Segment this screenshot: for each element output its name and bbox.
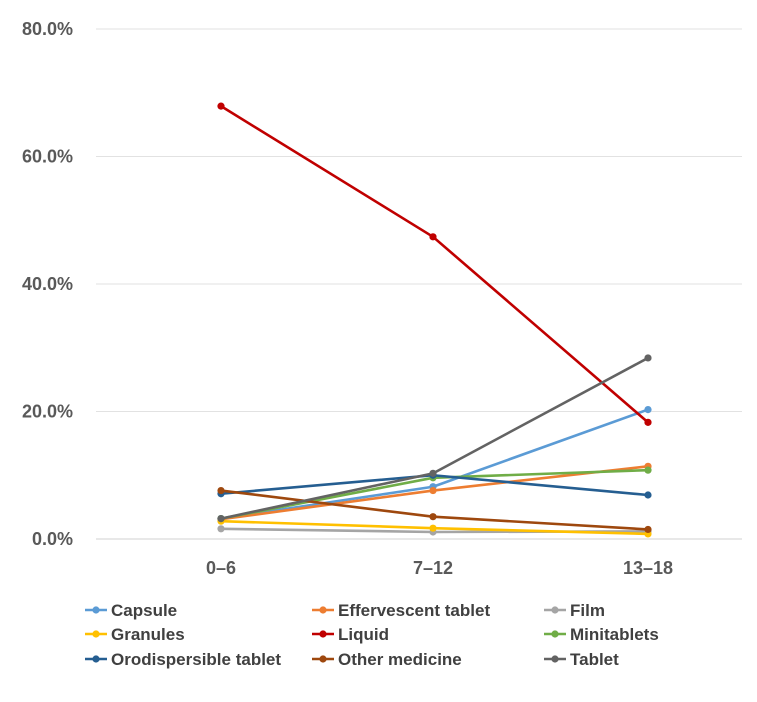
- legend-swatch-marker: [92, 655, 100, 663]
- y-tick-label: 20.0%: [22, 402, 73, 422]
- legend-swatch-marker: [319, 630, 327, 638]
- legend-swatch-marker: [551, 655, 559, 663]
- legend-item: Film: [544, 601, 605, 620]
- legend-label: Minitablets: [570, 625, 659, 644]
- data-point: [429, 486, 437, 495]
- data-point: [644, 418, 652, 426]
- series-liquid: [217, 102, 652, 426]
- legend-swatch-marker: [319, 655, 327, 663]
- data-point: [217, 102, 225, 110]
- data-point: [429, 233, 437, 241]
- legend-item: Tablet: [544, 650, 619, 669]
- series-line: [219, 408, 650, 520]
- legend-item: Minitablets: [544, 625, 659, 644]
- legend-item: Granules: [85, 625, 185, 644]
- data-point: [217, 486, 225, 495]
- y-tick-label: 60.0%: [22, 147, 73, 167]
- legend-label: Other medicine: [338, 650, 462, 669]
- data-point: [644, 405, 652, 414]
- legend-label: Capsule: [111, 601, 177, 620]
- data-point: [644, 525, 652, 534]
- series-line: [219, 356, 650, 520]
- data-point: [217, 515, 225, 523]
- legend-item: Other medicine: [312, 650, 462, 669]
- legend-label: Liquid: [338, 625, 389, 644]
- series-tablet: [217, 354, 652, 523]
- data-point: [429, 513, 437, 521]
- legend-label: Film: [570, 601, 605, 620]
- x-tick-label: 0–6: [206, 558, 236, 578]
- legend-item: Capsule: [85, 601, 177, 620]
- x-tick-label: 13–18: [623, 558, 673, 578]
- data-point: [217, 525, 225, 533]
- data-point: [644, 466, 652, 474]
- x-axis-tick-labels: 0–6 7–12 13–18: [206, 558, 673, 578]
- legend-label: Tablet: [570, 650, 619, 669]
- legend-swatch-marker: [92, 606, 100, 614]
- y-tick-label: 0.0%: [32, 529, 73, 549]
- legend-label: Effervescent tablet: [338, 601, 490, 620]
- legend-label: Granules: [111, 625, 185, 644]
- legend-item: Liquid: [312, 625, 389, 644]
- legend-swatch-marker: [551, 630, 559, 638]
- y-tick-label: 40.0%: [22, 274, 73, 294]
- data-point: [429, 524, 437, 532]
- series-line: [219, 104, 650, 424]
- legend-swatch-marker: [92, 630, 100, 638]
- x-tick-label: 7–12: [413, 558, 453, 578]
- legend-label: Orodispersible tablet: [111, 650, 281, 669]
- legend-swatch-marker: [319, 606, 327, 614]
- legend-item: Effervescent tablet: [312, 601, 490, 620]
- y-axis-tick-labels: 0.0% 20.0% 40.0% 60.0% 80.0%: [22, 19, 73, 549]
- legend-swatch-marker: [551, 606, 559, 614]
- legend-item: Orodispersible tablet: [85, 650, 281, 669]
- y-tick-label: 80.0%: [22, 19, 73, 39]
- gridlines: [96, 28, 742, 540]
- data-point: [429, 469, 437, 477]
- series-other-medicine: [217, 486, 652, 534]
- data-point: [644, 491, 652, 499]
- data-point: [644, 354, 652, 362]
- legend: Capsule Effervescent tablet Film Granules Li…: [85, 601, 659, 669]
- plot-area: [217, 102, 652, 538]
